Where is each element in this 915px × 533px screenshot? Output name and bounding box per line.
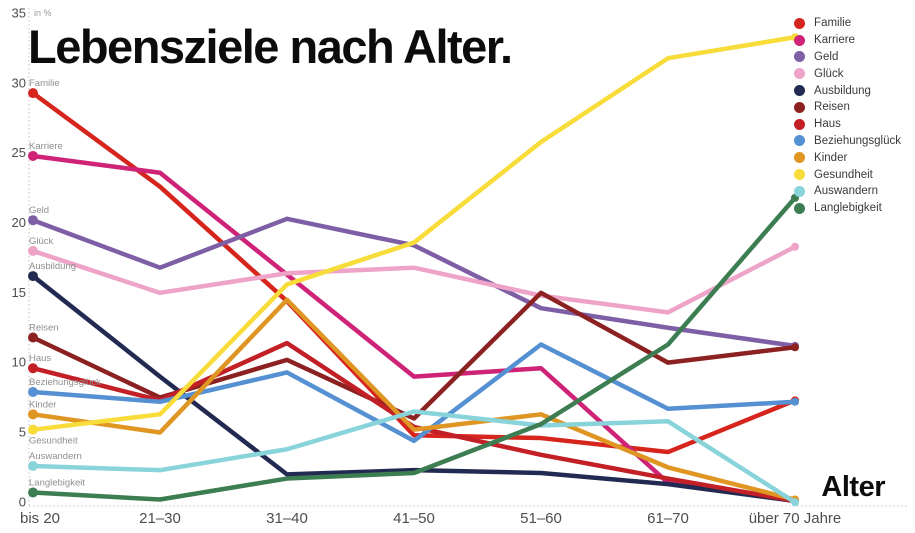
legend-label: Familie bbox=[814, 17, 852, 30]
legend-label: Gesundheit bbox=[814, 168, 873, 181]
series-inline-label: Karriere bbox=[29, 141, 63, 152]
legend-item-familie: Familie bbox=[794, 15, 901, 32]
series-line-langlebigkeit bbox=[30, 195, 798, 502]
legend-swatch bbox=[794, 101, 806, 113]
legend-item-kinder: Kinder bbox=[794, 149, 901, 166]
x-tick-label: 21–30 bbox=[139, 510, 181, 527]
legend-swatch bbox=[794, 85, 806, 97]
series-inline-label: Familie bbox=[29, 78, 60, 89]
series-line-auswandern bbox=[30, 409, 798, 505]
legend-item-auswandern: Auswandern bbox=[794, 183, 901, 200]
series-start-dot bbox=[28, 460, 38, 471]
series-end-dot bbox=[791, 343, 799, 352]
series-inline-label: Reisen bbox=[29, 323, 59, 334]
legend-item-geld: Geld bbox=[794, 49, 901, 66]
series-inline-label: Ausbildung bbox=[29, 261, 76, 272]
series-start-dot bbox=[28, 424, 38, 435]
y-tick-label: 20 bbox=[12, 215, 26, 230]
series-inline-label: Glück bbox=[29, 236, 54, 247]
y-tick-label: 30 bbox=[12, 75, 26, 90]
legend-swatch bbox=[794, 135, 806, 147]
legend-item-haus: Haus bbox=[794, 116, 901, 133]
series-start-dot bbox=[28, 487, 38, 498]
series-start-dot bbox=[28, 409, 38, 420]
x-tick-label: über 70 Jahre bbox=[749, 510, 842, 527]
legend-label: Geld bbox=[814, 50, 839, 63]
y-axis-unit-label: in % bbox=[34, 8, 52, 18]
legend-label: Beziehungsglück bbox=[814, 134, 901, 147]
series-inline-label: Haus bbox=[29, 353, 51, 364]
series-line-gesundheit bbox=[30, 35, 798, 432]
x-tick-label: 31–40 bbox=[266, 510, 308, 527]
series-start-dot bbox=[28, 150, 38, 161]
legend-label: Reisen bbox=[814, 101, 850, 114]
series-end-dot bbox=[791, 498, 799, 507]
x-tick-label: 61–70 bbox=[647, 510, 689, 527]
series-inline-label: Gesundheit bbox=[29, 436, 78, 447]
series-start-dot bbox=[28, 332, 38, 343]
legend-swatch bbox=[794, 185, 806, 197]
series-start-dot bbox=[28, 271, 38, 282]
series-line-geld bbox=[30, 216, 798, 349]
legend-label: Kinder bbox=[814, 151, 848, 164]
series-line-reisen bbox=[30, 290, 798, 421]
series-line-ausbildung bbox=[30, 273, 798, 504]
series-start-dot bbox=[28, 88, 38, 99]
y-tick-label: 0 bbox=[19, 494, 26, 509]
series-line-familie bbox=[30, 90, 798, 455]
x-tick-label: 51–60 bbox=[520, 510, 562, 527]
series-inline-label: Kinder bbox=[29, 399, 56, 410]
legend-swatch bbox=[794, 169, 806, 181]
legend-item-karriere: Karriere bbox=[794, 32, 901, 49]
series-start-dot bbox=[28, 363, 38, 374]
series-line-kinder bbox=[30, 297, 798, 502]
legend-item-gesundheit: Gesundheit bbox=[794, 166, 901, 183]
legend-swatch bbox=[794, 34, 806, 46]
legend-swatch bbox=[794, 17, 806, 29]
series-line-beziehungsglück bbox=[30, 342, 798, 444]
series-line-glück bbox=[30, 244, 798, 315]
legend-item-ausbildung: Ausbildung bbox=[794, 82, 901, 99]
legend-label: Glück bbox=[814, 67, 844, 80]
series-start-dot bbox=[28, 386, 38, 397]
legend-label: Langlebigkeit bbox=[814, 202, 882, 215]
y-tick-label: 15 bbox=[12, 285, 26, 300]
legend-item-reisen: Reisen bbox=[794, 99, 901, 116]
legend-swatch bbox=[794, 118, 806, 130]
legend-label: Haus bbox=[814, 118, 841, 131]
series-inline-label: Geld bbox=[29, 205, 49, 216]
legend-swatch bbox=[794, 202, 806, 214]
x-tick-label: bis 20 bbox=[20, 510, 60, 527]
legend-label: Karriere bbox=[814, 34, 855, 47]
x-axis-title: Alter bbox=[821, 471, 885, 503]
series-inline-label: Beziehungsglück bbox=[29, 377, 101, 388]
legend-label: Auswandern bbox=[814, 185, 878, 198]
legend-item-beziehungsglück: Beziehungsglück bbox=[794, 133, 901, 150]
legend-item-langlebigkeit: Langlebigkeit bbox=[794, 200, 901, 217]
series-end-dot bbox=[791, 397, 799, 406]
y-tick-label: 35 bbox=[12, 6, 26, 21]
chart-legend: Familie Karriere Geld Glück Ausbildung Reisen… bbox=[794, 15, 901, 217]
legend-item-glück: Glück bbox=[794, 65, 901, 82]
x-tick-label: 41–50 bbox=[393, 510, 435, 527]
series-start-dot bbox=[28, 245, 38, 256]
legend-swatch bbox=[794, 68, 806, 80]
y-tick-label: 5 bbox=[19, 424, 26, 439]
series-inline-label: Auswandern bbox=[29, 451, 82, 462]
legend-swatch bbox=[794, 152, 806, 164]
series-inline-label: Langlebigkeit bbox=[29, 478, 85, 489]
y-tick-label: 25 bbox=[12, 145, 26, 160]
chart-title: Lebensziele nach Alter. bbox=[28, 20, 513, 73]
legend-swatch bbox=[794, 51, 806, 63]
y-tick-label: 10 bbox=[12, 355, 26, 370]
legend-label: Ausbildung bbox=[814, 84, 871, 97]
series-start-dot bbox=[28, 215, 38, 226]
series-end-dot bbox=[791, 242, 799, 251]
